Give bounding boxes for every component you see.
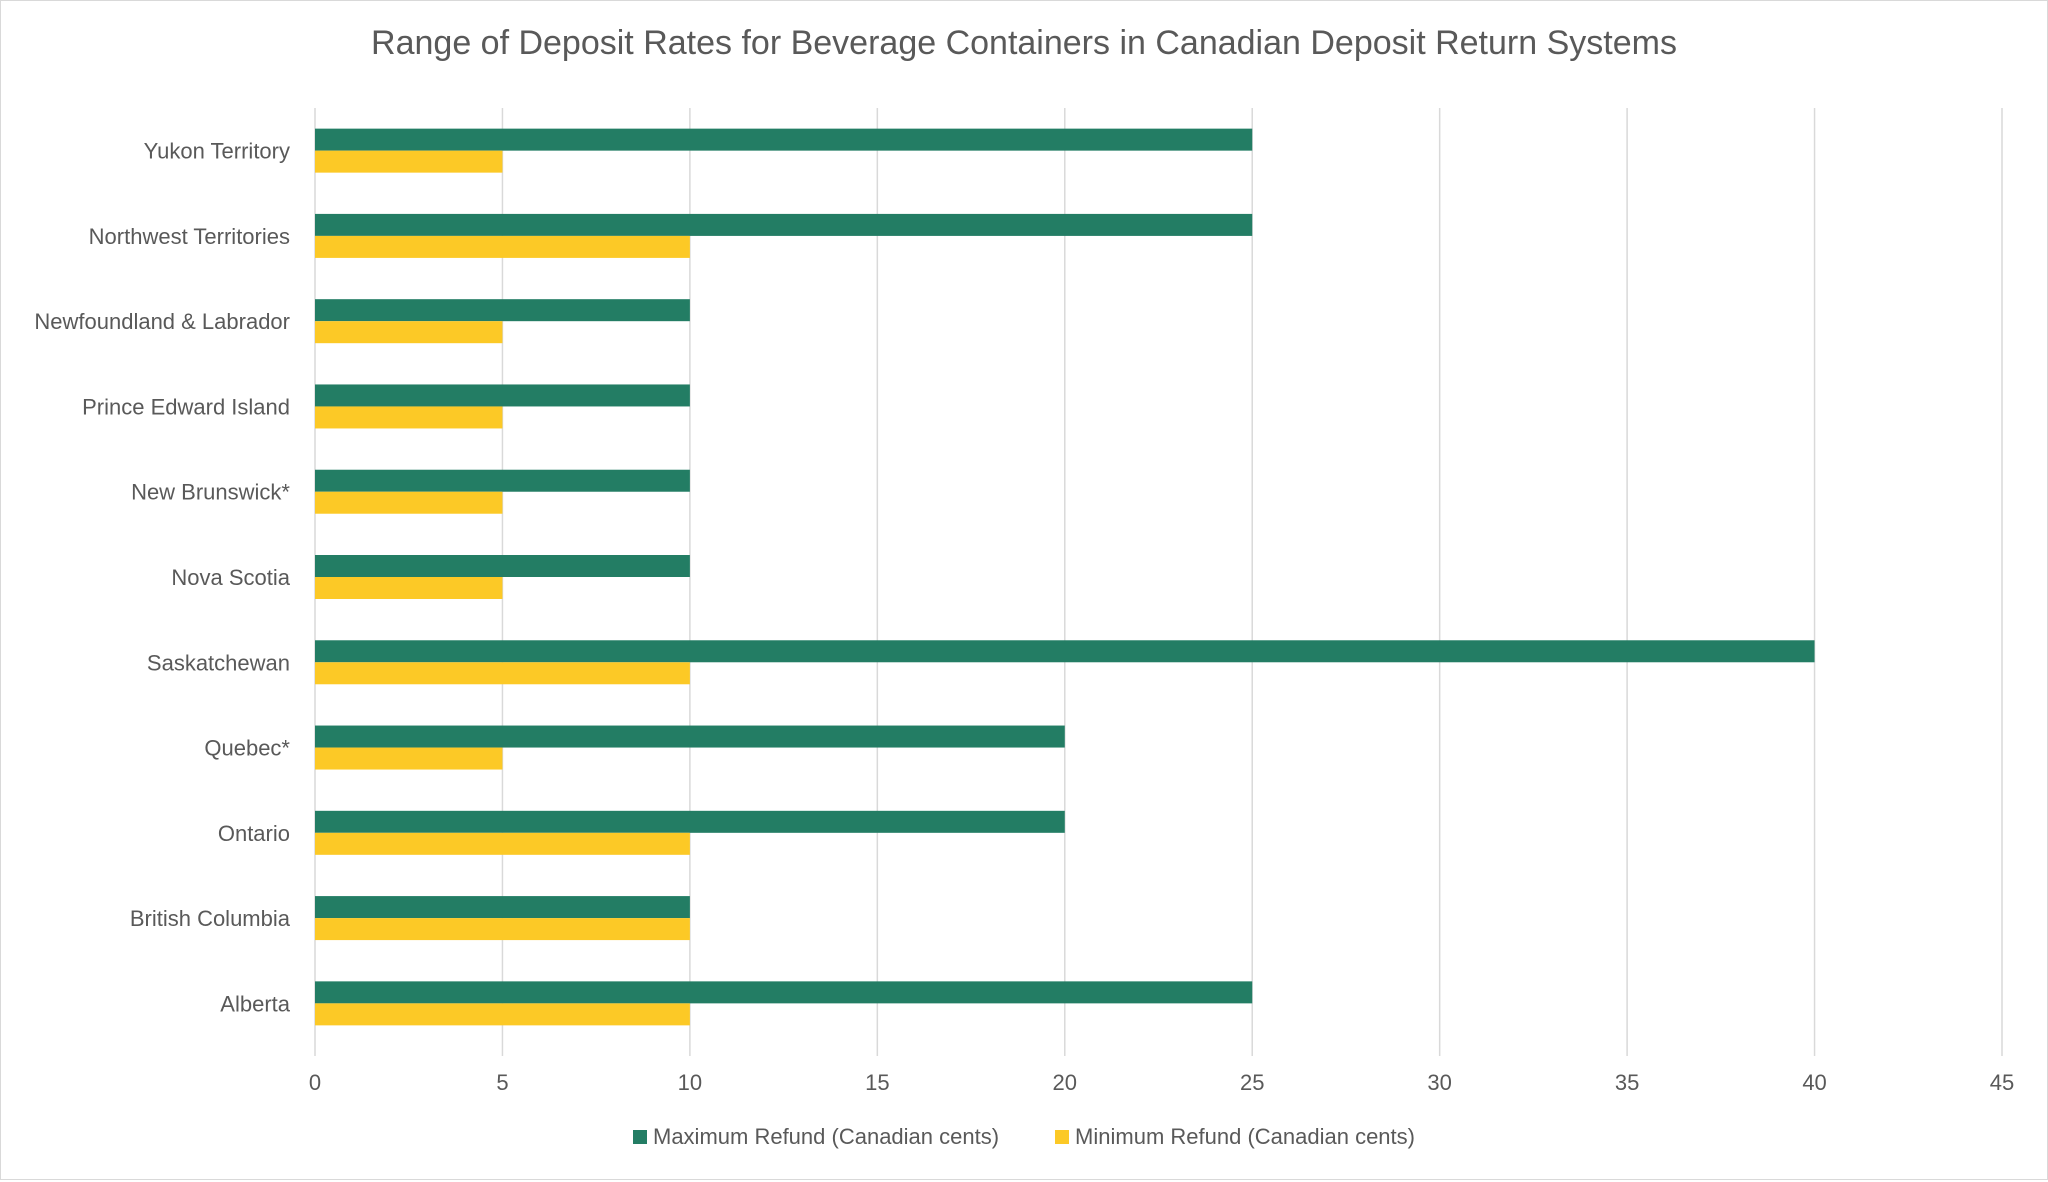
bar-maximum xyxy=(315,128,1253,151)
bar-minimum xyxy=(315,832,690,855)
bar-maximum xyxy=(315,213,1253,236)
x-tick-label: 35 xyxy=(1615,1070,1639,1095)
bar-maximum xyxy=(315,469,690,492)
x-tick-label: 20 xyxy=(1053,1070,1077,1095)
bar-maximum xyxy=(315,384,690,407)
x-tick-label: 45 xyxy=(1990,1070,2014,1095)
legend-swatch-minimum xyxy=(1055,1130,1070,1144)
chart-title: Range of Deposit Rates for Beverage Cont… xyxy=(371,24,1677,62)
bar-maximum xyxy=(315,810,1065,833)
category-label: Ontario xyxy=(218,821,290,846)
bar-maximum xyxy=(315,981,1253,1004)
category-label: Alberta xyxy=(220,991,290,1016)
category-label: Quebec* xyxy=(204,736,290,761)
bar-minimum xyxy=(315,918,690,941)
x-tick-label: 0 xyxy=(309,1070,321,1095)
bar-minimum xyxy=(315,321,503,344)
legend: Maximum Refund (Canadian cents) Minimum … xyxy=(0,1124,2048,1150)
legend-item-maximum: Maximum Refund (Canadian cents) xyxy=(633,1124,999,1150)
bar-maximum xyxy=(315,640,1815,663)
bar-maximum xyxy=(315,896,690,919)
x-tick-label: 5 xyxy=(496,1070,508,1095)
category-label: New Brunswick* xyxy=(131,480,290,505)
category-label: British Columbia xyxy=(130,906,291,931)
x-tick-label: 30 xyxy=(1427,1070,1451,1095)
legend-label-minimum: Minimum Refund (Canadian cents) xyxy=(1075,1124,1415,1149)
category-label: Newfoundland & Labrador xyxy=(34,309,290,334)
bar-maximum xyxy=(315,299,690,322)
x-tick-label: 25 xyxy=(1240,1070,1264,1095)
category-label: Yukon Territory xyxy=(144,139,290,164)
bar-maximum xyxy=(315,725,1065,748)
bar-minimum xyxy=(315,406,503,429)
category-label: Prince Edward Island xyxy=(82,394,290,419)
bar-minimum xyxy=(315,150,503,173)
legend-item-minimum: Minimum Refund (Canadian cents) xyxy=(1055,1124,1415,1150)
bar-minimum xyxy=(315,235,690,258)
legend-label-maximum: Maximum Refund (Canadian cents) xyxy=(653,1124,1000,1149)
bar-minimum xyxy=(315,662,690,685)
x-tick-label: 15 xyxy=(865,1070,889,1095)
x-tick-label: 40 xyxy=(1802,1070,1826,1095)
category-label: Nova Scotia xyxy=(171,565,290,590)
bar-minimum xyxy=(315,1003,690,1026)
bar-minimum xyxy=(315,491,503,514)
category-label: Saskatchewan xyxy=(147,650,290,675)
bar-maximum xyxy=(315,555,690,577)
bar-minimum xyxy=(315,747,503,770)
legend-swatch-maximum xyxy=(633,1130,647,1144)
x-tick-label: 10 xyxy=(678,1070,702,1095)
bar-minimum xyxy=(315,577,503,599)
category-label: Northwest Territories xyxy=(89,224,290,249)
